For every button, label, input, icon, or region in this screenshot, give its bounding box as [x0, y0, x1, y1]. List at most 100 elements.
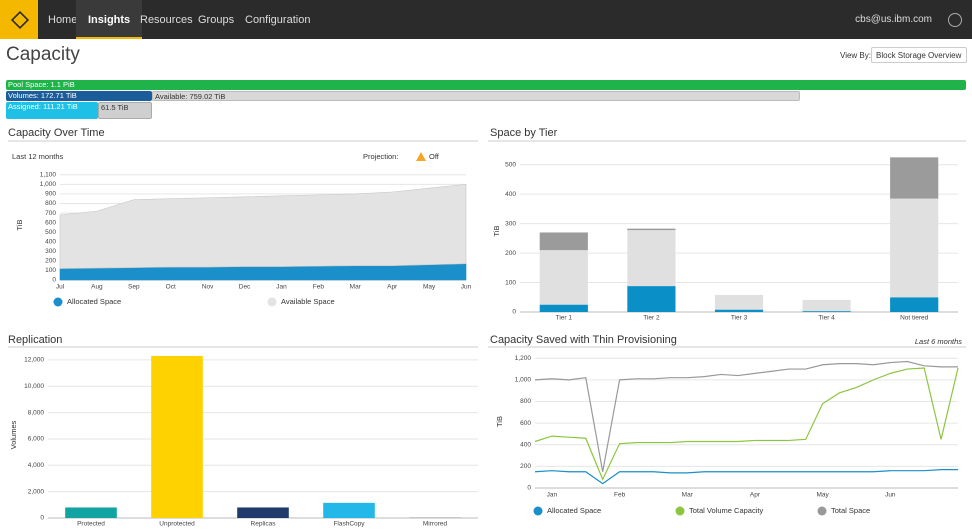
y-tick-label: 200	[505, 250, 516, 257]
bar	[237, 507, 289, 518]
panel-title: Capacity Saved with Thin Provisioning	[490, 334, 677, 346]
nav-home[interactable]: Home	[48, 14, 78, 26]
panel-title: Capacity Over Time	[8, 127, 105, 139]
view-by-label: View By:	[840, 51, 871, 60]
bar-segment	[539, 304, 588, 312]
logo[interactable]	[0, 0, 38, 39]
y-axis-label: Volumes	[9, 420, 18, 449]
y-tick-label: 300	[505, 220, 516, 227]
header: Home Insights Resources Groups Configura…	[0, 0, 972, 39]
x-tick-label: FlashCopy	[333, 521, 365, 528]
y-tick-label: 4,000	[28, 462, 45, 469]
x-tick-label: Jan	[547, 492, 558, 499]
pool-bar: Pool Space: 1.1 PiB	[6, 80, 966, 90]
bar-segment	[890, 297, 939, 312]
x-tick-label: Jun	[461, 284, 472, 291]
x-tick-label: Mirrored	[423, 521, 448, 528]
help-button[interactable]	[948, 13, 962, 27]
y-tick-label: 600	[520, 420, 531, 427]
x-tick-label: Apr	[387, 284, 398, 291]
bar-segment	[539, 232, 588, 251]
x-tick-label: Protected	[77, 521, 105, 528]
bar-segment	[627, 228, 676, 231]
legend-marker	[533, 506, 543, 516]
projection-label: Projection:	[363, 152, 398, 161]
y-tick-label: 10,000	[24, 383, 44, 390]
x-tick-label: Tier 4	[818, 315, 835, 322]
logo-icon	[10, 10, 30, 30]
available-bar: Available: 759.02 TiB	[152, 91, 800, 101]
x-tick-label: Not tiered	[900, 315, 929, 322]
y-tick-label: 800	[45, 200, 56, 207]
volumes-bar: Volumes: 172.71 TiB	[6, 91, 152, 101]
legend-label: Total Space	[831, 506, 870, 515]
y-tick-label: 12,000	[24, 357, 44, 364]
y-tick-label: 1,000	[40, 181, 57, 188]
view-by-select[interactable]: Block Storage Overview	[871, 47, 967, 63]
y-tick-label: 2,000	[28, 488, 45, 495]
bar-segment	[714, 309, 764, 312]
y-axis-label: TiB	[15, 220, 24, 231]
legend-label: Allocated Space	[547, 506, 601, 515]
line	[534, 469, 958, 485]
bar	[323, 502, 375, 518]
nav-insights[interactable]: Insights	[76, 0, 143, 39]
x-tick-label: Feb	[313, 284, 325, 291]
legend-label: Available Space	[281, 297, 335, 306]
user-menu[interactable]: cbs@us.ibm.com	[855, 14, 932, 25]
y-tick-label: 8,000	[28, 409, 45, 416]
panel-title: Replication	[8, 334, 62, 346]
line	[534, 360, 958, 472]
x-tick-label: Sep	[128, 284, 140, 291]
bar-segment	[714, 294, 764, 310]
x-tick-label: Tier 1	[556, 315, 573, 322]
line	[534, 367, 959, 481]
y-tick-label: 500	[45, 229, 56, 236]
y-axis-label: TiB	[495, 416, 504, 427]
nav-groups[interactable]: Groups	[198, 14, 235, 26]
y-tick-label: 400	[505, 191, 516, 198]
y-tick-label: 900	[45, 191, 56, 198]
y-tick-label: 0	[527, 485, 531, 492]
y-tick-label: 300	[45, 248, 56, 255]
x-tick-label: Tier 2	[643, 315, 660, 322]
y-tick-label: 6,000	[28, 436, 45, 443]
x-tick-label: Aug	[91, 284, 103, 291]
y-tick-label: 400	[45, 238, 56, 245]
nav-configuration[interactable]: Configuration	[245, 14, 311, 26]
x-tick-label: Oct	[166, 284, 176, 291]
x-tick-label: Nov	[202, 284, 214, 291]
y-tick-label: 800	[520, 398, 531, 405]
bar-segment	[539, 250, 588, 305]
warning-icon	[416, 152, 426, 161]
legend-label: Total Volume Capacity	[689, 506, 763, 515]
page-title: Capacity	[6, 44, 80, 65]
y-tick-label: 0	[40, 515, 44, 522]
assigned-bar: Assigned: 111.21 TiB	[6, 102, 98, 119]
y-tick-label: 0	[52, 277, 56, 284]
x-tick-label: Jun	[885, 492, 896, 499]
panel-title: Space by Tier	[490, 127, 558, 139]
bar-segment	[627, 286, 676, 312]
x-tick-label: Replicas	[251, 521, 277, 528]
bar	[409, 517, 461, 518]
x-tick-label: Jul	[56, 284, 65, 291]
legend-marker	[267, 297, 277, 307]
y-tick-label: 100	[45, 267, 56, 274]
x-tick-label: Unprotected	[159, 521, 195, 528]
bar	[151, 355, 203, 518]
y-tick-label: 700	[45, 210, 56, 217]
panel-subtitle: Last 12 months	[12, 152, 64, 161]
nav-resources[interactable]: Resources	[140, 14, 193, 26]
bar-segment	[890, 198, 939, 298]
y-tick-label: 500	[505, 161, 516, 168]
bar-segment	[627, 230, 676, 287]
y-tick-label: 600	[45, 219, 56, 226]
y-tick-label: 200	[520, 463, 531, 470]
area	[59, 263, 467, 281]
x-tick-label: Dec	[239, 284, 251, 291]
y-tick-label: 200	[45, 258, 56, 265]
panel-subtitle: Last 6 months	[915, 337, 962, 346]
bar-segment	[802, 299, 851, 312]
projection-toggle[interactable]: Off	[429, 152, 440, 161]
